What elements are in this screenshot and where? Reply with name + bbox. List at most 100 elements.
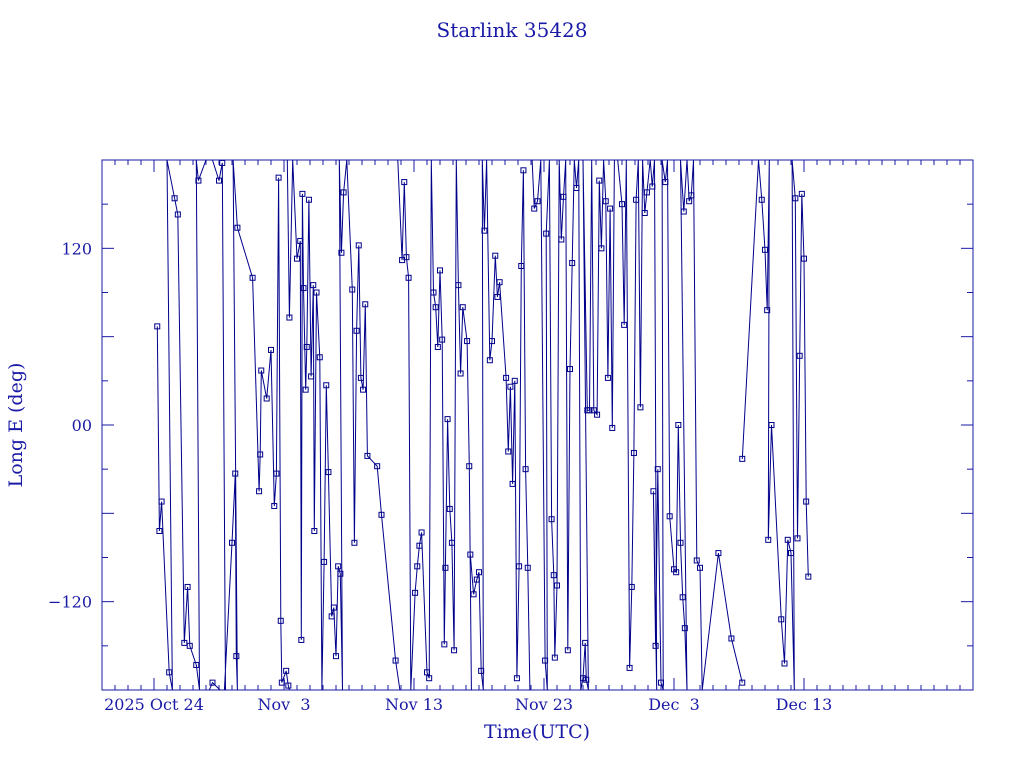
data-point xyxy=(233,653,240,660)
data-point xyxy=(476,569,482,576)
data-point xyxy=(693,557,700,564)
data-point xyxy=(604,374,611,381)
data-point xyxy=(582,639,589,646)
x-tick-label: Nov 13 xyxy=(385,695,443,714)
data-point xyxy=(374,463,381,470)
data-point xyxy=(658,679,664,686)
data-point xyxy=(298,636,305,643)
data-point xyxy=(768,422,775,428)
data-point xyxy=(273,470,280,477)
data-point xyxy=(542,657,549,664)
data-point xyxy=(360,386,367,393)
data-point xyxy=(778,616,785,623)
data-point xyxy=(801,255,807,262)
data-point xyxy=(673,569,680,576)
data-point xyxy=(333,653,339,660)
data-point xyxy=(325,469,332,476)
data-point xyxy=(310,282,317,289)
data-point xyxy=(257,451,264,458)
data-point xyxy=(637,404,644,411)
data-point xyxy=(677,539,684,546)
data-point xyxy=(621,321,628,328)
data-point xyxy=(300,285,307,292)
data-point xyxy=(509,480,516,487)
data-point xyxy=(186,642,193,649)
data-point xyxy=(216,177,222,184)
data-point xyxy=(158,498,165,505)
data-point xyxy=(596,177,603,184)
data-point xyxy=(560,193,567,200)
data-point xyxy=(784,536,791,543)
data-point xyxy=(263,395,270,402)
data-point xyxy=(434,343,441,350)
data-point xyxy=(473,576,480,583)
data-point xyxy=(792,195,799,202)
data-point xyxy=(328,613,335,620)
data-point xyxy=(675,422,682,428)
data-point xyxy=(294,255,300,262)
data-point xyxy=(518,263,525,269)
data-point xyxy=(715,550,722,557)
data-point xyxy=(286,314,293,321)
data-point xyxy=(412,589,419,596)
data-point xyxy=(516,563,523,570)
data-point xyxy=(432,304,439,311)
data-point xyxy=(478,667,485,674)
data-point xyxy=(788,550,794,557)
data-point xyxy=(351,539,358,546)
data-point xyxy=(278,679,285,686)
data-point xyxy=(302,386,309,393)
data-point xyxy=(765,536,772,543)
data-point xyxy=(496,279,503,286)
data-point xyxy=(654,466,661,473)
data-point xyxy=(297,237,304,244)
data-point xyxy=(311,528,318,534)
data-point xyxy=(405,274,412,281)
data-point xyxy=(522,466,529,473)
data-point xyxy=(323,382,330,389)
data-point xyxy=(283,667,290,674)
data-point xyxy=(303,343,310,350)
series-line xyxy=(397,160,472,690)
data-point xyxy=(652,642,659,649)
data-point xyxy=(277,617,284,624)
series-line xyxy=(617,160,743,690)
data-point xyxy=(355,242,362,249)
x-axis-label: Time(UTC) xyxy=(484,721,590,743)
data-point xyxy=(441,641,448,648)
data-point xyxy=(430,289,437,296)
data-point xyxy=(602,198,609,205)
data-point xyxy=(459,304,466,311)
data-point xyxy=(649,183,656,190)
data-point xyxy=(362,301,369,308)
data-point xyxy=(531,205,538,212)
data-point xyxy=(534,198,541,205)
data-point xyxy=(609,424,616,431)
data-point xyxy=(513,675,520,682)
data-point xyxy=(451,647,458,654)
series-layer xyxy=(154,160,812,690)
data-point xyxy=(554,582,560,589)
data-point xyxy=(569,260,576,267)
data-point xyxy=(349,286,356,293)
data-point xyxy=(378,511,385,518)
data-point xyxy=(285,682,292,689)
data-point xyxy=(583,676,590,683)
data-point xyxy=(467,551,474,558)
data-point xyxy=(416,542,423,549)
data-point xyxy=(171,195,178,202)
data-point xyxy=(688,192,695,199)
y-tick-label: 120 xyxy=(61,239,92,258)
data-point xyxy=(586,407,593,414)
data-point xyxy=(249,274,256,281)
data-point xyxy=(321,558,328,565)
data-point xyxy=(580,675,586,682)
data-point xyxy=(455,282,462,289)
data-point xyxy=(805,573,812,580)
y-axis-label: Long E (deg) xyxy=(5,363,27,488)
data-point xyxy=(524,564,531,571)
y-tick-label: 00 xyxy=(72,416,92,435)
data-point xyxy=(418,529,425,536)
data-point xyxy=(154,323,161,330)
